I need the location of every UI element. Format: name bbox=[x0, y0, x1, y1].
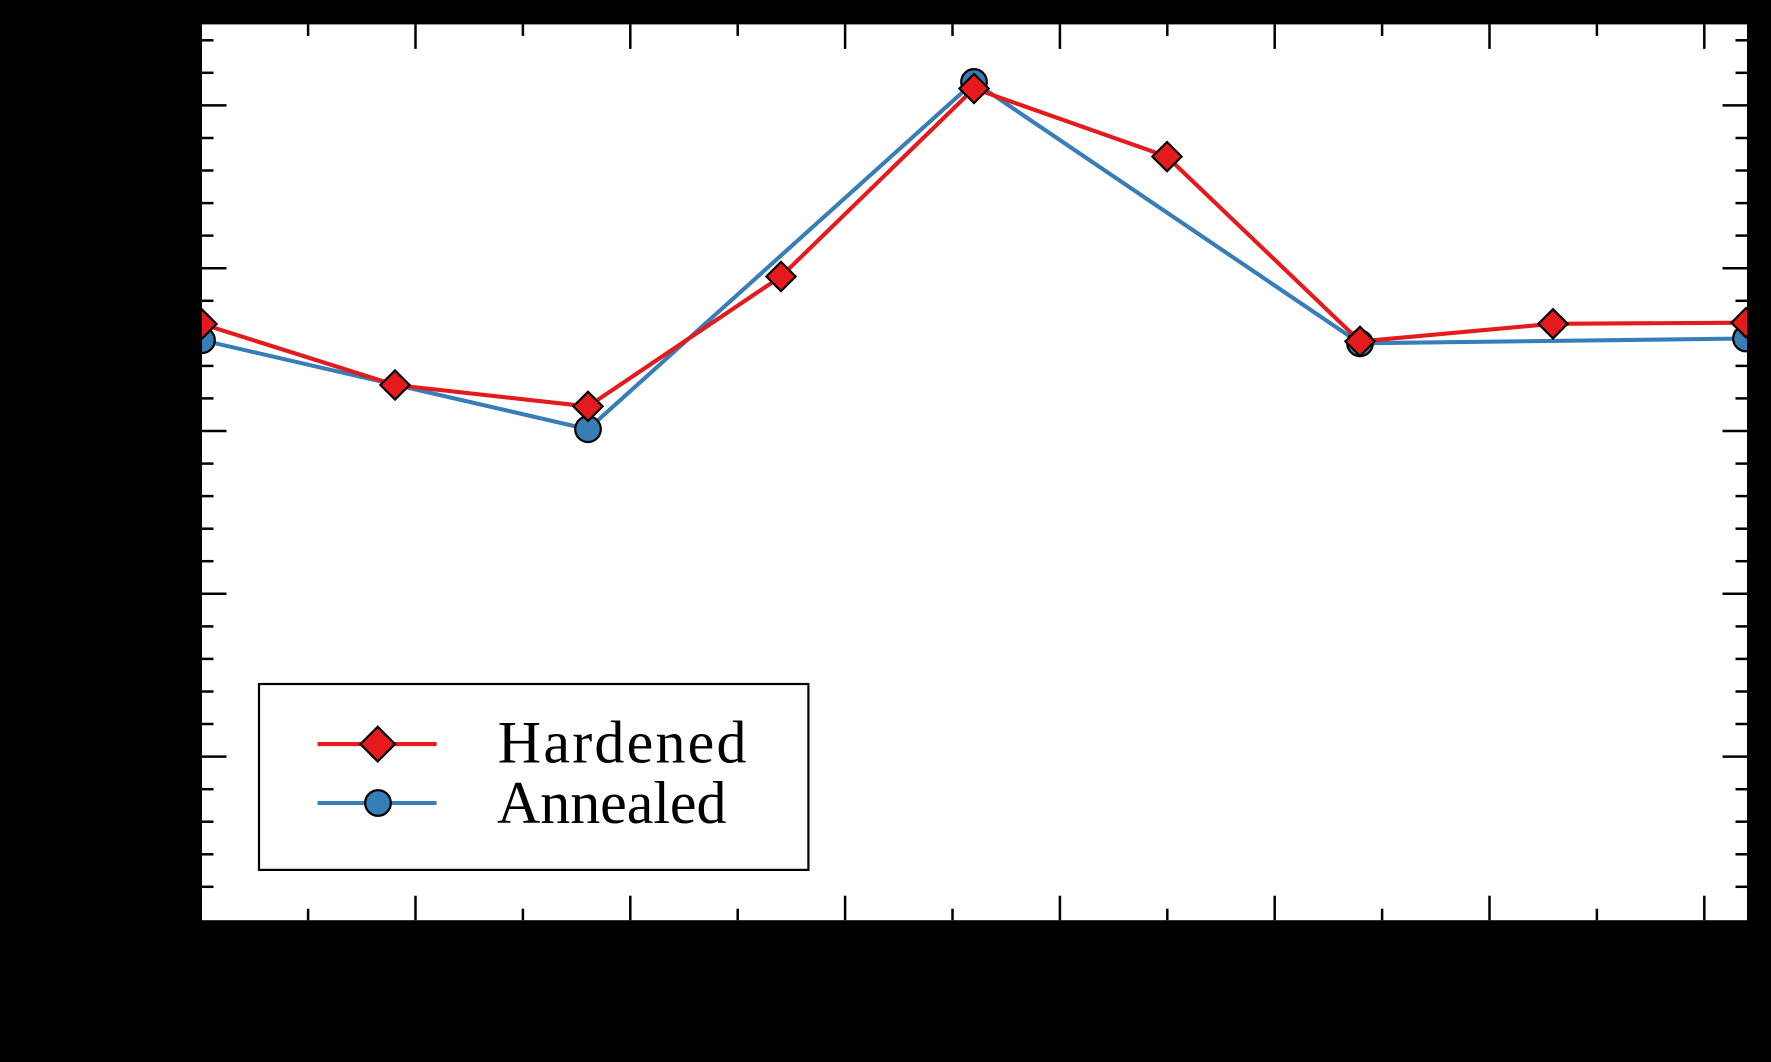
svg-text:Annealed: Annealed bbox=[497, 770, 727, 836]
svg-text:Hardened: Hardened bbox=[498, 709, 747, 775]
